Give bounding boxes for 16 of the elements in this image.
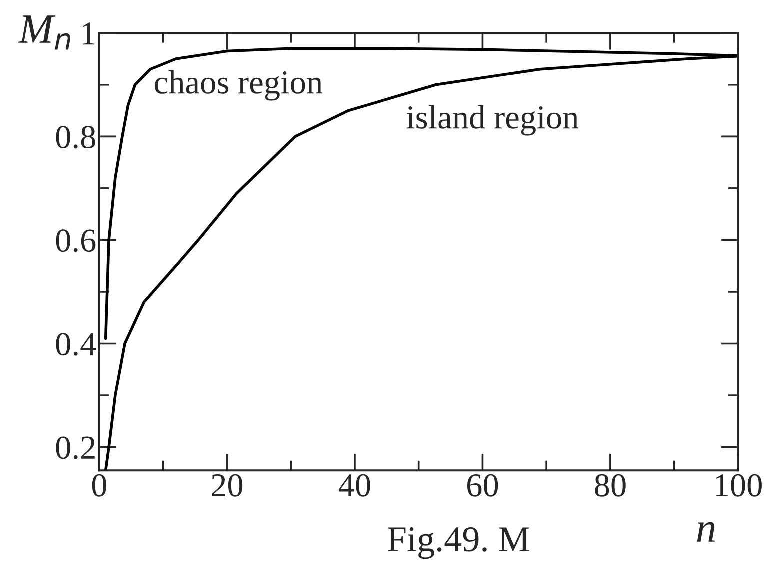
annotation: chaos region [155, 70, 323, 101]
y-axis-title: M$_{n}$ [18, 16, 71, 50]
y-tick-label: 0.2 [56, 436, 95, 460]
y-tick-label: 1 [82, 22, 95, 45]
x-tick-label: 40 [338, 474, 370, 497]
x-axis-title: n [697, 522, 715, 542]
y-tick-label: 0.6 [56, 230, 96, 252]
x-tick-label: 0 [92, 474, 107, 497]
annotation: island region [406, 105, 579, 136]
x-tick-label: 20 [212, 474, 243, 497]
x-tick-label: 60 [467, 474, 498, 497]
x-tick-label: 80 [595, 474, 626, 497]
caption: Fig.49. M [388, 527, 530, 560]
y-tick-label: 0.4 [56, 333, 96, 356]
y-tick-label: 0.8 [56, 126, 96, 149]
x-tick-label: 100 [716, 474, 762, 497]
